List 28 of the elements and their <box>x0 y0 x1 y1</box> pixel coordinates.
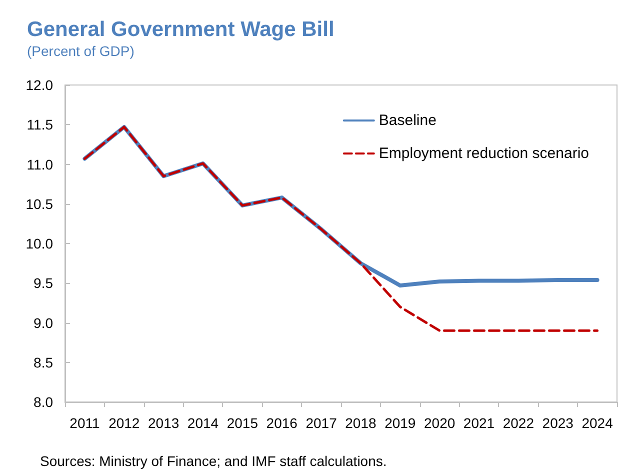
y-tick-label: 9.5 <box>34 275 54 292</box>
x-tick-label: 2022 <box>502 415 534 431</box>
x-tick-label: 2012 <box>108 415 140 431</box>
legend-label: Baseline <box>378 112 436 129</box>
legend-label: Employment reduction scenario <box>378 145 590 162</box>
y-tick-label: 8.0 <box>34 394 54 410</box>
source-note: Sources: Ministry of Finance; and IMF staff calculations. <box>40 453 387 469</box>
x-tick-label: 2021 <box>463 415 495 431</box>
x-tick-label: 2014 <box>187 415 219 431</box>
x-tick-label: 2017 <box>306 415 338 431</box>
x-tick-label: 2016 <box>266 415 298 431</box>
y-tick-label: 8.5 <box>34 354 54 370</box>
y-tick-label: 10.5 <box>26 196 54 212</box>
x-tick-label: 2015 <box>226 415 258 431</box>
chart-subtitle: (Percent of GDP) <box>27 43 134 59</box>
y-tick-label: 12.0 <box>26 77 54 93</box>
y-tick-label: 11.5 <box>26 116 54 133</box>
y-tick-label: 10.0 <box>26 236 54 252</box>
chart-title: General Government Wage Bill <box>27 18 334 41</box>
x-tick-label: 2011 <box>70 415 100 431</box>
y-tick-label: 11.0 <box>26 156 54 172</box>
x-tick-label: 2024 <box>582 415 614 431</box>
x-tick-label: 2018 <box>345 415 376 431</box>
x-tick-label: 2020 <box>424 415 456 431</box>
x-tick-label: 2019 <box>384 415 416 431</box>
x-tick-label: 2023 <box>542 415 574 431</box>
x-tick-label: 2013 <box>148 415 180 431</box>
y-tick-label: 9.0 <box>34 314 54 331</box>
